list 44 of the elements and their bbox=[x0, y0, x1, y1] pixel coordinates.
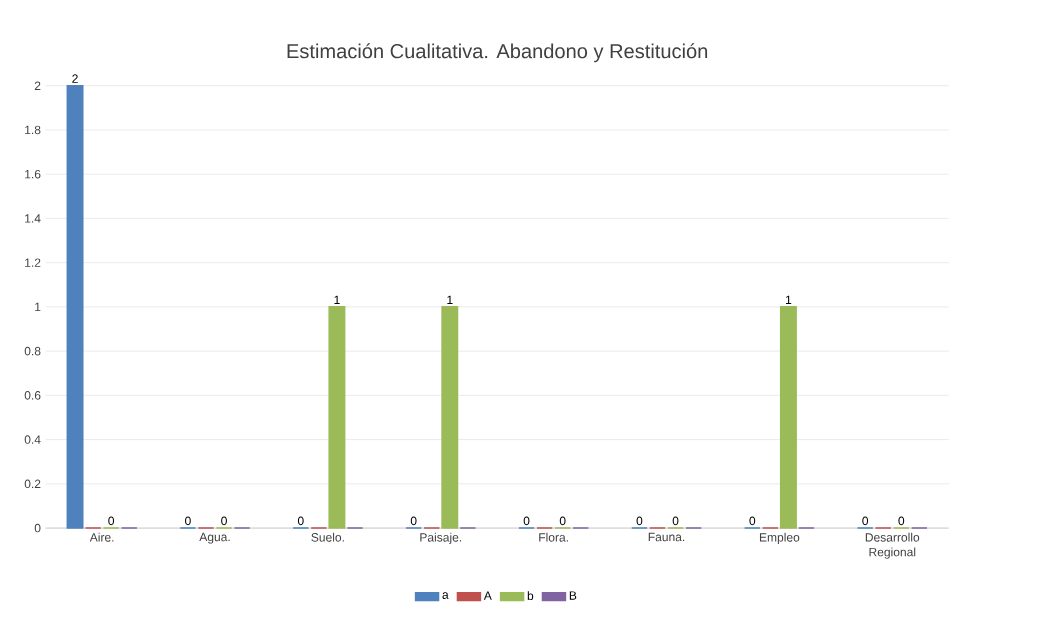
data-label: 0 bbox=[862, 516, 869, 526]
bar bbox=[66, 84, 84, 529]
y-tick-label: 1.6 bbox=[25, 169, 41, 179]
y-tick-label: 0 bbox=[34, 523, 41, 533]
data-label: 0 bbox=[672, 516, 679, 526]
y-tick-label: 0.6 bbox=[24, 391, 41, 400]
data-label: 0 bbox=[523, 516, 530, 526]
legend-label: A bbox=[483, 591, 492, 600]
x-tick-label: Empleo bbox=[759, 532, 800, 544]
x-tick-label: Fauna. bbox=[648, 532, 685, 542]
bar bbox=[779, 306, 797, 529]
data-label: 0 bbox=[749, 516, 756, 526]
legend-label: B bbox=[569, 591, 577, 600]
y-tick-label: 1.2 bbox=[25, 258, 41, 267]
y-tick-label: 0.2 bbox=[24, 479, 41, 489]
data-label: 1 bbox=[334, 295, 340, 304]
y-tick-label: 1 bbox=[35, 302, 41, 312]
x-tick-label: Desarrollo Regional bbox=[865, 532, 920, 559]
data-label: 0 bbox=[636, 516, 643, 526]
x-tick-label: Paisaje. bbox=[420, 532, 462, 544]
legend-label: b bbox=[527, 591, 534, 601]
bar bbox=[328, 306, 346, 529]
y-tick-label: 2 bbox=[34, 81, 41, 90]
data-label: 0 bbox=[559, 516, 566, 526]
y-tick-label: 1.4 bbox=[25, 214, 41, 223]
chart-title: Estimación Cualitativa. Abandono y Restitución bbox=[287, 43, 708, 63]
data-label: 2 bbox=[72, 74, 78, 83]
bar bbox=[441, 306, 459, 529]
legend-label: a bbox=[442, 592, 449, 599]
data-label: 1 bbox=[447, 295, 453, 304]
data-label: 0 bbox=[410, 516, 417, 526]
data-label: 0 bbox=[898, 516, 905, 526]
data-label: 0 bbox=[221, 516, 227, 526]
data-label: 0 bbox=[185, 516, 191, 526]
y-tick-label: 0.4 bbox=[24, 435, 41, 444]
y-tick-label: 0.8 bbox=[24, 346, 41, 356]
y-tick-label: 1.8 bbox=[25, 125, 41, 135]
x-tick-label: Flora. bbox=[539, 532, 568, 542]
data-label: 0 bbox=[297, 516, 304, 526]
x-tick-label: Agua. bbox=[199, 532, 230, 544]
data-label: 1 bbox=[786, 295, 792, 304]
data-label: 0 bbox=[108, 516, 115, 526]
x-tick-label: Aire. bbox=[89, 532, 114, 542]
x-tick-label: Suelo. bbox=[311, 532, 344, 542]
